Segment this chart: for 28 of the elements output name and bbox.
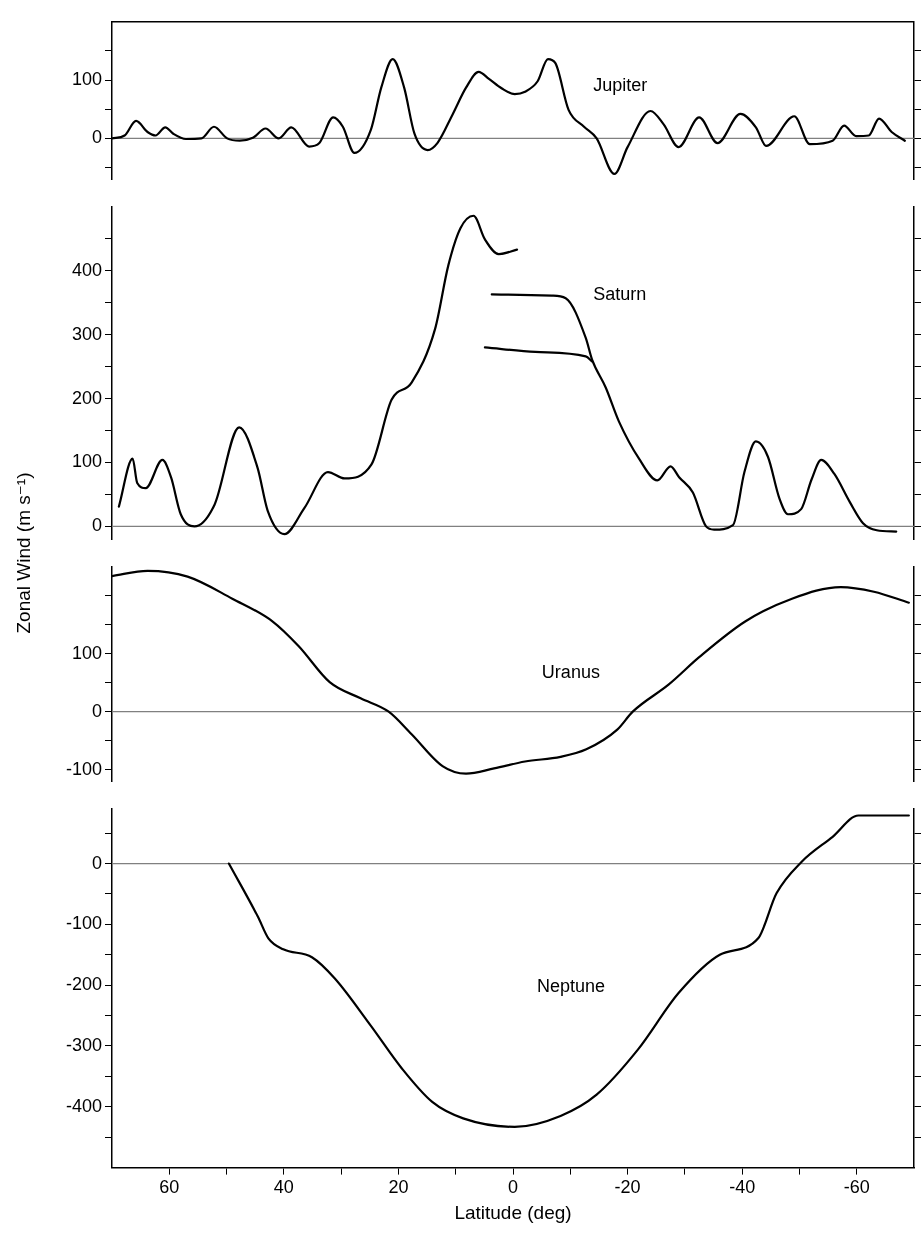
y-axis-title: Zonal Wind (m s⁻¹) xyxy=(13,472,35,634)
series-label: Jupiter xyxy=(593,75,648,96)
y-tick-label: 200 xyxy=(71,387,102,408)
y-tick-label: 400 xyxy=(71,259,102,280)
x-tick-label: -20 xyxy=(614,1177,641,1198)
y-tick-label: 100 xyxy=(71,451,102,472)
y-tick-label: -100 xyxy=(65,758,102,779)
x-tick-label: -60 xyxy=(843,1177,870,1198)
y-tick-label: 0 xyxy=(91,515,102,536)
x-axis-title: Latitude (deg) xyxy=(454,1201,572,1223)
y-tick-label: -200 xyxy=(65,974,102,995)
text: Uranus xyxy=(541,661,600,682)
x-tick-label: 0 xyxy=(507,1177,519,1198)
y-tick-label: 0 xyxy=(91,700,102,721)
x-tick-label: 20 xyxy=(388,1177,409,1198)
y-tick-label: -100 xyxy=(65,913,102,934)
y-tick-label: 300 xyxy=(71,323,102,344)
y-tick-label: 0 xyxy=(91,852,102,873)
x-tick-label: -40 xyxy=(729,1177,756,1198)
x-tick-label: 60 xyxy=(159,1177,180,1198)
y-tick-label: -400 xyxy=(65,1095,102,1116)
y-tick-label: 0 xyxy=(91,127,102,148)
x-tick-label: 40 xyxy=(273,1177,294,1198)
text: Saturn xyxy=(593,283,647,304)
text: Neptune xyxy=(537,976,606,997)
y-tick-label: 100 xyxy=(71,642,102,663)
y-tick-label: -300 xyxy=(65,1034,102,1055)
y-tick-label: 100 xyxy=(71,69,102,90)
